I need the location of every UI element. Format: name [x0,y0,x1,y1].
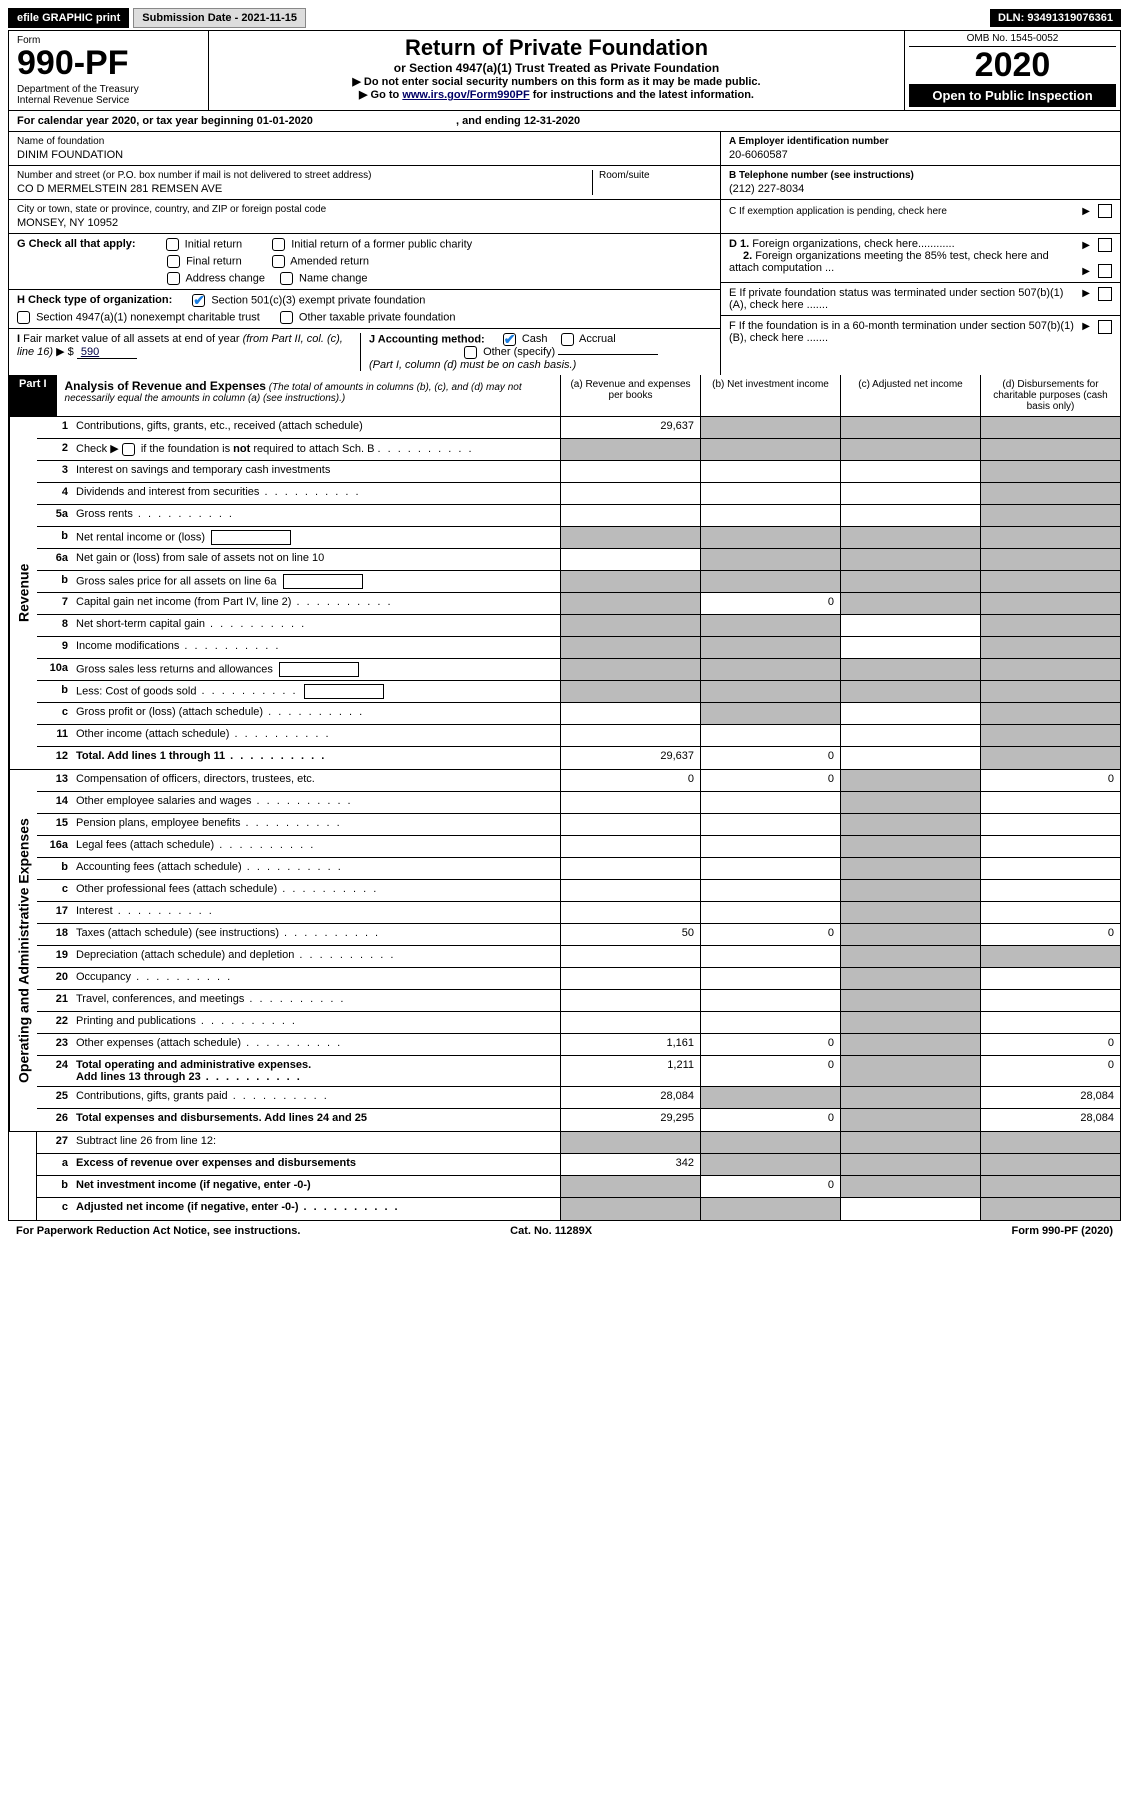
r7-b: 0 [700,593,840,614]
col-d-header: (d) Disbursements for charitable purpose… [980,375,1120,416]
c-exemption-label: C If exemption application is pending, c… [729,206,1078,217]
r12-b: 0 [700,747,840,769]
d1-checkbox[interactable] [1098,238,1112,252]
revenue-section: Revenue 1Contributions, gifts, grants, e… [9,417,1120,769]
room-label: Room/suite [599,170,712,181]
form-990pf: Form 990-PF Department of the TreasuryIn… [8,30,1121,1221]
open-inspection: Open to Public Inspection [909,84,1116,107]
expenses-side-label: Operating and Administrative Expenses [9,770,37,1131]
501c3-cb[interactable] [192,294,205,307]
c-checkbox[interactable] [1098,204,1112,218]
part1-title: Analysis of Revenue and Expenses [65,379,266,393]
r1-a: 29,637 [560,417,700,438]
cat-no: Cat. No. 11289X [510,1225,592,1237]
accrual-cb[interactable] [561,333,574,346]
expenses-section: Operating and Administrative Expenses 13… [9,769,1120,1131]
ein: 20-6060587 [729,149,1112,161]
other-method-cb[interactable] [464,346,477,359]
omb-number: OMB No. 1545-0052 [909,33,1116,47]
instruction-2: ▶ Go to www.irs.gov/Form990PF for instru… [213,88,900,101]
col-b-header: (b) Net investment income [700,375,840,416]
address-label: Number and street (or P.O. box number if… [17,170,592,181]
ein-label: A Employer identification number [729,136,1112,147]
city-label: City or town, state or province, country… [17,204,712,215]
cash-cb[interactable] [503,333,516,346]
j-note: (Part I, column (d) must be on cash basi… [369,359,576,371]
phone: (212) 227-8034 [729,183,1112,195]
col-c-header: (c) Adjusted net income [840,375,980,416]
paperwork-notice: For Paperwork Reduction Act Notice, see … [16,1225,300,1237]
schb-cb[interactable] [122,443,135,456]
page-footer: For Paperwork Reduction Act Notice, see … [8,1221,1121,1241]
final-return-cb[interactable] [167,255,180,268]
net-section: 27Subtract line 26 from line 12: aExcess… [9,1131,1120,1220]
address: CO D MERMELSTEIN 281 REMSEN AVE [17,183,592,195]
calendar-year-row: For calendar year 2020, or tax year begi… [9,111,1120,132]
city: MONSEY, NY 10952 [17,217,712,229]
irs-link[interactable]: www.irs.gov/Form990PF [402,89,529,101]
r12-a: 29,637 [560,747,700,769]
part1-header-row: Part I Analysis of Revenue and Expenses … [9,375,1120,417]
check-section: G Check all that apply: Initial return I… [9,234,1120,375]
identification-section: Name of foundation DINIM FOUNDATION Numb… [9,132,1120,234]
tax-year: 2020 [909,47,1116,84]
form-subtitle: or Section 4947(a)(1) Trust Treated as P… [213,61,900,75]
e-label: E If private foundation status was termi… [729,287,1078,311]
amended-return-cb[interactable] [272,255,285,268]
foundation-name-label: Name of foundation [17,136,712,147]
e-checkbox[interactable] [1098,287,1112,301]
revenue-side-label: Revenue [9,417,37,769]
f-checkbox[interactable] [1098,320,1112,334]
i-label: I [17,333,20,345]
d2-checkbox[interactable] [1098,264,1112,278]
efile-print-button[interactable]: efile GRAPHIC print [8,8,129,28]
phone-label: B Telephone number (see instructions) [729,170,1112,181]
address-change-cb[interactable] [167,272,180,285]
top-bar: efile GRAPHIC print Submission Date - 20… [8,8,1121,28]
h-label: H Check type of organization: [17,294,172,306]
4947-cb[interactable] [17,311,30,324]
other-taxable-cb[interactable] [280,311,293,324]
f-label: F If the foundation is in a 60-month ter… [729,320,1078,344]
col-a-header: (a) Revenue and expenses per books [560,375,700,416]
foundation-name: DINIM FOUNDATION [17,149,712,161]
j-label: J Accounting method: [369,333,485,345]
instruction-1: ▶ Do not enter social security numbers o… [213,75,900,88]
initial-return-cb[interactable] [166,238,179,251]
form-ref: Form 990-PF (2020) [1011,1225,1113,1237]
form-number: 990-PF [17,46,200,80]
g-label: G Check all that apply: [17,238,136,250]
part1-badge: Part I [9,375,57,416]
dln-label: DLN: 93491319076361 [990,9,1121,27]
form-title: Return of Private Foundation [213,35,900,61]
initial-former-cb[interactable] [272,238,285,251]
dept-label: Department of the TreasuryInternal Reven… [17,84,200,106]
fmv-value[interactable]: 590 [77,346,137,359]
form-header: Form 990-PF Department of the TreasuryIn… [9,31,1120,111]
submission-date-button[interactable]: Submission Date - 2021-11-15 [133,8,306,28]
name-change-cb[interactable] [280,272,293,285]
